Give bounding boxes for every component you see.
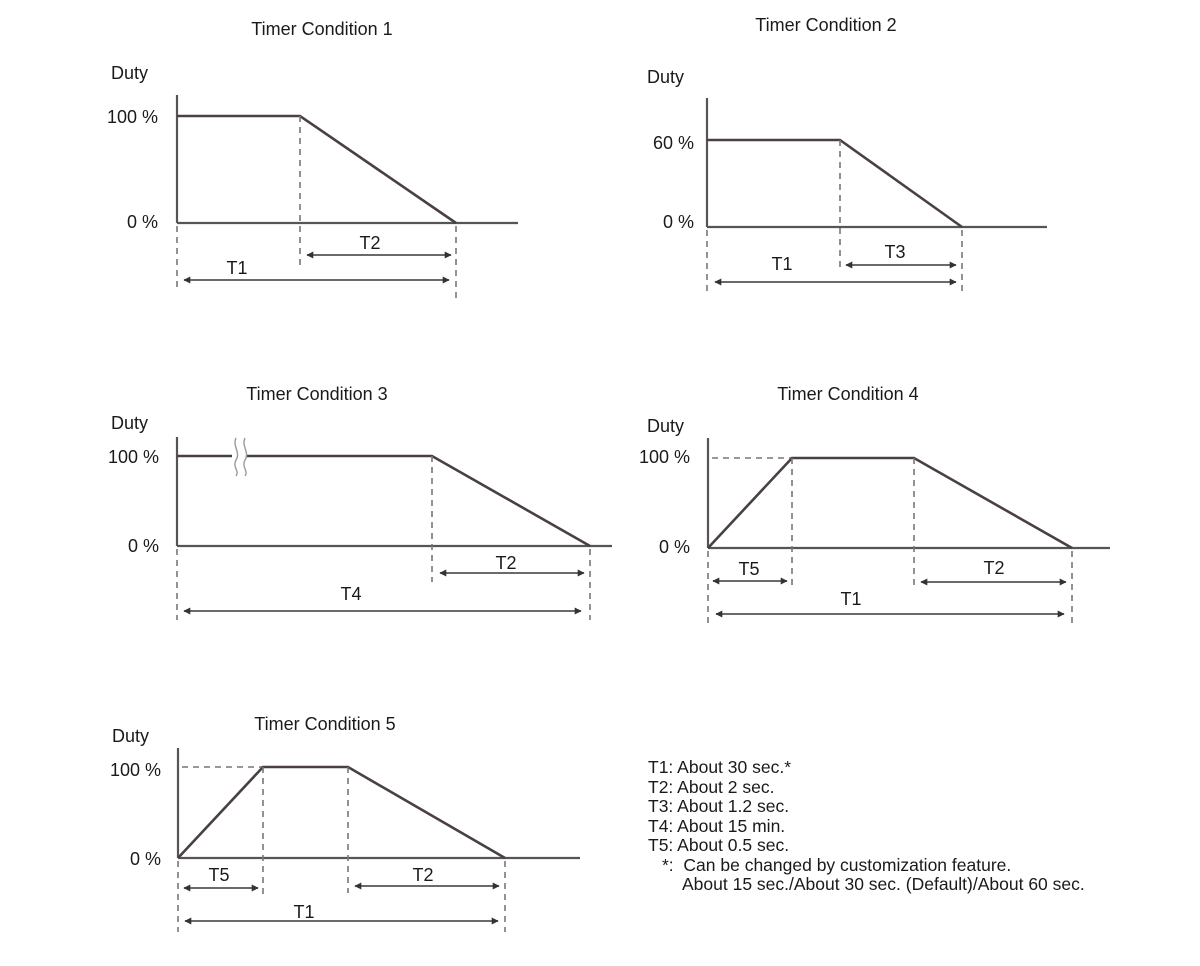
- y-axis-label: Duty: [647, 67, 684, 87]
- span-label-t3: T3: [884, 242, 905, 262]
- span-label-t2: T2: [359, 233, 380, 253]
- span-label-t5: T5: [738, 559, 759, 579]
- y-axis-label: Duty: [111, 63, 148, 83]
- y-tick-min: 0 %: [127, 212, 158, 232]
- panel-timer-condition-5: Timer Condition 5 Duty 100 % 0 % T5 T2 T…: [110, 714, 580, 932]
- y-tick-max: 100 %: [108, 447, 159, 467]
- y-tick-min: 0 %: [130, 849, 161, 869]
- legend-footnote: *: Can be changed by customization featu…: [662, 854, 1012, 875]
- panel-title: Timer Condition 1: [251, 19, 392, 39]
- panel-title: Timer Condition 5: [254, 714, 395, 734]
- duty-curve: [177, 114, 457, 225]
- panel-title: Timer Condition 2: [755, 15, 896, 35]
- legend-t5: T5: About 0.5 sec.: [648, 835, 790, 855]
- legend-t1: T1: About 30 sec.*: [648, 757, 792, 777]
- axis-break-icon: [234, 437, 239, 477]
- y-axis-label: Duty: [112, 726, 149, 746]
- panel-timer-condition-2: Timer Condition 2 Duty 60 % 0 % T3 T1: [647, 15, 1047, 292]
- duty-curve: [707, 138, 963, 229]
- duty-curve: [177, 765, 506, 860]
- duty-curve: [177, 454, 591, 548]
- y-tick-min: 0 %: [659, 537, 690, 557]
- y-tick-min: 0 %: [663, 212, 694, 232]
- span-label-t2: T2: [983, 558, 1004, 578]
- legend-footnote-options: About 15 sec./About 30 sec. (Default)/Ab…: [682, 874, 1085, 894]
- y-axis-label: Duty: [111, 413, 148, 433]
- span-label-t5: T5: [208, 865, 229, 885]
- legend-t3: T3: About 1.2 sec.: [648, 796, 790, 816]
- span-label-t4: T4: [340, 584, 361, 604]
- panel-title: Timer Condition 4: [777, 384, 918, 404]
- y-tick-max: 100 %: [110, 760, 161, 780]
- span-label-t1: T1: [771, 254, 792, 274]
- y-tick-min: 0 %: [128, 536, 159, 556]
- span-label-t2: T2: [412, 865, 433, 885]
- span-label-t2: T2: [495, 553, 516, 573]
- y-axis-label: Duty: [647, 416, 684, 436]
- span-label-t1: T1: [293, 902, 314, 922]
- span-label-t1: T1: [226, 258, 247, 278]
- panel-timer-condition-4: Timer Condition 4 Duty 100 % 0 % T5 T2 T…: [639, 384, 1110, 624]
- span-label-t1: T1: [840, 589, 861, 609]
- panel-timer-condition-1: Timer Condition 1 Duty 100 % 0 % T2 T1: [107, 19, 518, 302]
- panel-title: Timer Condition 3: [246, 384, 387, 404]
- y-tick-max: 100 %: [639, 447, 690, 467]
- panel-timer-condition-3: Timer Condition 3 Duty 100 % 0 % T2 T4: [108, 384, 612, 620]
- axis-break-icon: [243, 437, 248, 477]
- legend-t2: T2: About 2 sec.: [648, 776, 775, 797]
- y-tick-max: 60 %: [653, 133, 694, 153]
- timer-legend: T1: About 30 sec.* T2: About 2 sec. T3: …: [648, 757, 1085, 895]
- legend-t4: T4: About 15 min.: [648, 815, 786, 836]
- y-tick-max: 100 %: [107, 107, 158, 127]
- duty-curve: [707, 456, 1073, 550]
